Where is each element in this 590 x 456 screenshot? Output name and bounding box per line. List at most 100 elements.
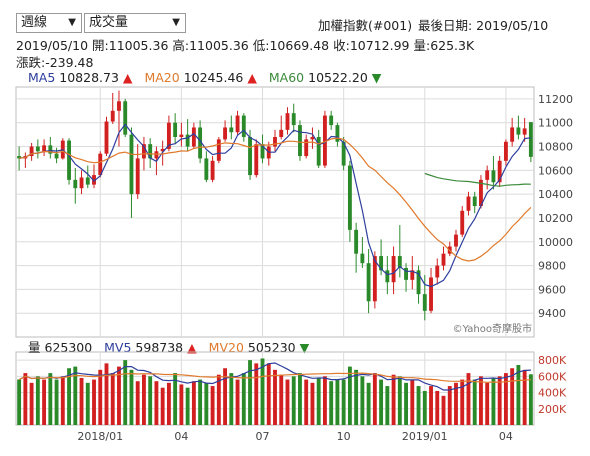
- volume-bar: [17, 379, 22, 425]
- mv5-up-arrow-icon: ▲: [187, 340, 197, 355]
- mv20-line: [18, 372, 531, 383]
- volume-bar: [354, 369, 359, 425]
- mv20-down-arrow-icon: ▼: [299, 340, 310, 355]
- price-tick-label: 10600: [538, 164, 573, 177]
- chevron-down-icon: ▼: [68, 17, 76, 28]
- mv5-value: 598738: [135, 340, 184, 355]
- volume-bar: [123, 360, 128, 425]
- ma60-value: 10522.20: [308, 70, 368, 85]
- volume-bar: [35, 376, 40, 425]
- candle-body: [341, 141, 346, 166]
- candle-body: [185, 134, 190, 147]
- vol-value: 625300: [44, 340, 93, 355]
- candle-body: [329, 115, 334, 126]
- volume-bar: [310, 382, 315, 425]
- high-label: 高:: [172, 38, 190, 53]
- candle-body: [42, 145, 47, 152]
- candle-body: [522, 128, 527, 135]
- candle-body: [179, 134, 184, 137]
- candle-body: [316, 137, 321, 166]
- volume-bar: [191, 381, 196, 425]
- volume-bar: [23, 373, 28, 425]
- volume-bar: [528, 374, 533, 425]
- period-select[interactable]: 週線 ▼: [16, 13, 82, 33]
- volume-bar: [160, 387, 165, 425]
- candle-body: [85, 177, 90, 185]
- candle-body: [379, 256, 384, 271]
- volume-tick-label: 400K: [538, 387, 567, 400]
- volume-bar: [129, 369, 134, 425]
- candle-body: [516, 127, 521, 135]
- ma20-value: 10245.46: [183, 70, 244, 85]
- volume-tick-label: 800K: [538, 354, 567, 367]
- volume-bar: [216, 374, 221, 425]
- volume-bar: [104, 363, 109, 425]
- price-tick-label: 9400: [538, 307, 566, 320]
- candle-body: [48, 145, 53, 154]
- change-label: 漲跌:: [16, 55, 46, 70]
- price-tick-label: 11200: [538, 93, 573, 106]
- x-tick-label: 2018/01: [77, 430, 123, 443]
- candle-body: [110, 110, 115, 122]
- candle-body: [466, 196, 471, 211]
- ma5-line: [18, 123, 531, 288]
- volume-bar: [298, 373, 302, 425]
- candle-body: [160, 148, 165, 152]
- candle-body: [435, 265, 440, 278]
- candle-body: [322, 115, 327, 166]
- volume-bar: [322, 376, 327, 425]
- candle-body: [291, 113, 296, 126]
- close-label: 收:: [333, 38, 350, 53]
- volume-bar: [341, 379, 346, 425]
- low-label: 低:: [252, 38, 270, 53]
- price-tick-label: 10200: [538, 212, 573, 225]
- candle-body: [204, 158, 209, 180]
- x-tick-label: 04: [499, 430, 513, 443]
- volume-value: 625.3K: [430, 38, 475, 53]
- volume-bar: [210, 386, 215, 425]
- volume-bar: [522, 369, 527, 425]
- candle-body: [148, 144, 153, 159]
- volume-bar: [329, 381, 334, 425]
- volume-bar: [472, 379, 477, 425]
- volume-bar: [503, 373, 508, 425]
- candle-body: [29, 146, 34, 157]
- volume-bar: [204, 382, 209, 425]
- volume-bar: [98, 369, 103, 425]
- quote-date: 2019/05/10: [16, 38, 89, 53]
- volume-bar: [273, 369, 277, 425]
- volume-bar: [29, 382, 34, 425]
- candle-body: [117, 101, 121, 111]
- candle-body: [391, 256, 396, 283]
- ma20-line: [18, 137, 532, 262]
- candle-body: [410, 270, 415, 280]
- candle-body: [485, 170, 490, 180]
- candle-body: [347, 165, 352, 230]
- candle-body: [422, 294, 427, 311]
- candle-body: [154, 151, 159, 159]
- high-value: 11005.36: [189, 38, 249, 53]
- volume-bar: [391, 374, 396, 425]
- volume-bar: [404, 382, 408, 425]
- volume-bar: [185, 387, 190, 425]
- ma20-label: MA20: [144, 70, 180, 85]
- candle-body: [92, 175, 96, 185]
- volume-bar: [291, 376, 296, 425]
- volume-bar: [223, 368, 228, 425]
- candle-body: [497, 160, 502, 183]
- volume-bar: [372, 373, 377, 425]
- candle-body: [104, 121, 109, 154]
- candle-body: [429, 277, 433, 311]
- x-tick-label: 10: [337, 430, 351, 443]
- price-tick-label: 10400: [538, 188, 573, 201]
- period-select-value: 週線: [21, 15, 48, 30]
- volume-bar: [229, 373, 234, 425]
- volume-bar: [429, 386, 433, 425]
- volume-bar: [110, 373, 115, 425]
- indicator-select[interactable]: 成交量 ▼: [84, 13, 186, 33]
- ma60-label: MA60: [268, 70, 305, 85]
- volume-bar: [60, 376, 65, 425]
- volume-bar: [460, 379, 465, 425]
- volume-bar: [260, 358, 265, 425]
- open-label: 開:: [92, 38, 109, 53]
